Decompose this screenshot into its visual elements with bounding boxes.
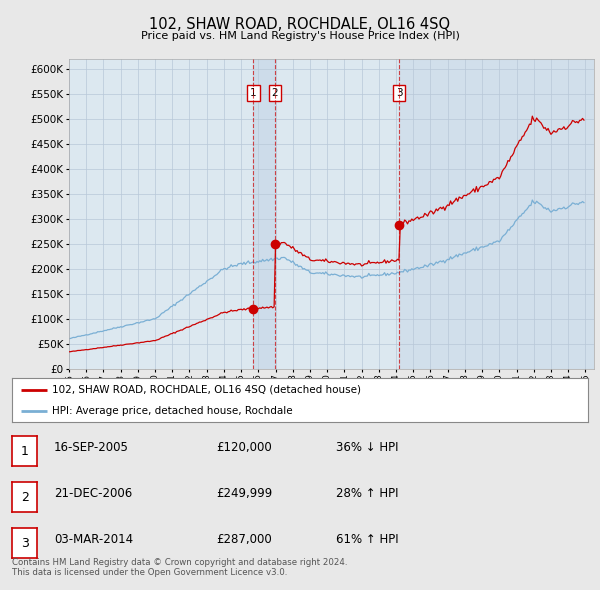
Text: 102, SHAW ROAD, ROCHDALE, OL16 4SQ (detached house): 102, SHAW ROAD, ROCHDALE, OL16 4SQ (deta… [52,385,361,395]
Text: 3: 3 [395,88,402,98]
Text: 1: 1 [20,445,29,458]
Text: 2: 2 [272,88,278,98]
Text: 61% ↑ HPI: 61% ↑ HPI [336,533,398,546]
Text: 21-DEC-2006: 21-DEC-2006 [54,487,132,500]
Text: 1: 1 [250,88,257,98]
Text: HPI: Average price, detached house, Rochdale: HPI: Average price, detached house, Roch… [52,406,293,416]
Text: 102, SHAW ROAD, ROCHDALE, OL16 4SQ: 102, SHAW ROAD, ROCHDALE, OL16 4SQ [149,17,451,31]
Bar [253,59,275,369]
Text: £120,000: £120,000 [216,441,272,454]
Text: 2: 2 [20,491,29,504]
Bar [399,59,594,369]
Text: Price paid vs. HM Land Registry's House Price Index (HPI): Price paid vs. HM Land Registry's House … [140,31,460,41]
Text: £287,000: £287,000 [216,533,272,546]
Text: £249,999: £249,999 [216,487,272,500]
Text: 3: 3 [20,537,29,550]
Text: 03-MAR-2014: 03-MAR-2014 [54,533,133,546]
Text: Contains HM Land Registry data © Crown copyright and database right 2024.
This d: Contains HM Land Registry data © Crown c… [12,558,347,577]
Text: 16-SEP-2005: 16-SEP-2005 [54,441,129,454]
Text: 36% ↓ HPI: 36% ↓ HPI [336,441,398,454]
Text: 28% ↑ HPI: 28% ↑ HPI [336,487,398,500]
